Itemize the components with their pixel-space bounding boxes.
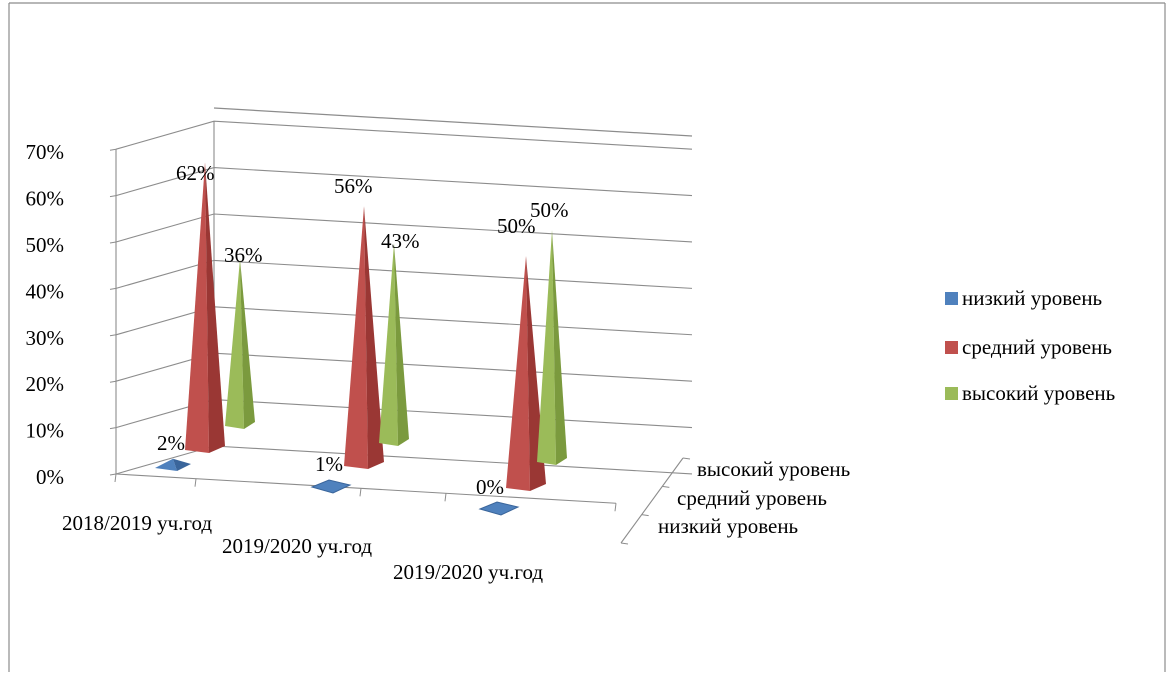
x-tick-mark xyxy=(359,488,362,497)
bar-mark xyxy=(506,256,530,491)
bar-mark xyxy=(185,162,209,453)
y-tick-mark xyxy=(109,473,117,476)
data-label: 36% xyxy=(224,243,263,267)
legend-swatch xyxy=(945,387,958,400)
bar-mark-side xyxy=(205,162,225,453)
depth-tick-mark xyxy=(641,514,649,517)
labels-layer: 2018/2019 уч.год 2019/2020 уч.год 2019/202… xyxy=(62,161,850,584)
bar-mark xyxy=(155,458,177,471)
bar-mark xyxy=(379,243,398,446)
depth-axis-label: средний уровень xyxy=(677,486,827,510)
y-tick-label: 0% xyxy=(36,465,64,489)
y-tick-mark xyxy=(109,380,117,383)
legend-swatch xyxy=(945,341,958,354)
legend-label: высокий уровень xyxy=(962,381,1115,405)
y-tick-label: 70% xyxy=(26,140,65,164)
y-tick-label: 30% xyxy=(26,326,65,350)
y-tick-mark xyxy=(109,287,117,290)
bar-mark xyxy=(310,479,352,494)
legend-layer: низкий уровень средний уровень высокий уро… xyxy=(945,286,1115,405)
back-wall-top-edge xyxy=(213,107,693,137)
x-tick-mark xyxy=(444,493,447,502)
bar-mark-side xyxy=(394,243,409,446)
y-tick-label: 20% xyxy=(26,372,65,396)
data-label: 43% xyxy=(381,229,420,253)
bars-layer xyxy=(155,162,567,516)
bar-mark-side xyxy=(364,206,384,469)
y-tick-label: 50% xyxy=(26,233,65,257)
y-tick-label: 10% xyxy=(26,419,65,443)
bar-mark-side xyxy=(240,258,255,429)
depth-axis-label: высокий уровень xyxy=(697,457,850,481)
x-axis-line xyxy=(115,473,617,504)
x-tick-mark xyxy=(194,478,197,487)
data-label: 62% xyxy=(176,161,215,185)
y-tick-label: 40% xyxy=(26,279,65,303)
bar-mark xyxy=(225,258,244,429)
data-label: 1% xyxy=(315,452,343,476)
y-tick-mark xyxy=(109,241,117,244)
depth-axis-label: низкий уровень xyxy=(658,514,798,538)
bar-mark-side xyxy=(552,230,567,465)
bar-mark-side xyxy=(173,458,191,471)
axis-layer: 0% 10% 20% 30% 40% 50% 60% 70% xyxy=(26,121,691,545)
depth-axis-line xyxy=(620,457,684,544)
data-label: 0% xyxy=(476,475,504,499)
category-label: 2019/2020 уч.год xyxy=(222,534,372,558)
depth-tick-mark xyxy=(620,542,629,545)
bar-mark xyxy=(478,501,520,516)
data-label: 2% xyxy=(157,431,185,455)
x-tick-mark xyxy=(114,473,117,483)
x-tick-mark xyxy=(614,503,617,512)
bar-mark xyxy=(344,206,368,469)
category-label: 2019/2020 уч.год xyxy=(393,560,543,584)
legend-label: низкий уровень xyxy=(962,286,1102,310)
bar-mark xyxy=(537,230,556,465)
y-tick-mark xyxy=(109,148,117,151)
category-label: 2018/2019 уч.год xyxy=(62,511,212,535)
y-tick-label: 60% xyxy=(26,187,65,211)
data-label: 50% xyxy=(497,214,536,238)
data-label: 50% xyxy=(530,198,569,222)
legend-label: средний уровень xyxy=(962,335,1112,359)
gridline xyxy=(115,120,693,150)
legend-swatch xyxy=(945,292,958,305)
data-label: 56% xyxy=(334,174,373,198)
y-tick-mark xyxy=(109,195,117,198)
y-tick-mark xyxy=(109,427,117,430)
y-tick-mark xyxy=(109,334,117,337)
depth-tick-mark xyxy=(682,457,691,460)
depth-tick-mark xyxy=(662,485,670,488)
